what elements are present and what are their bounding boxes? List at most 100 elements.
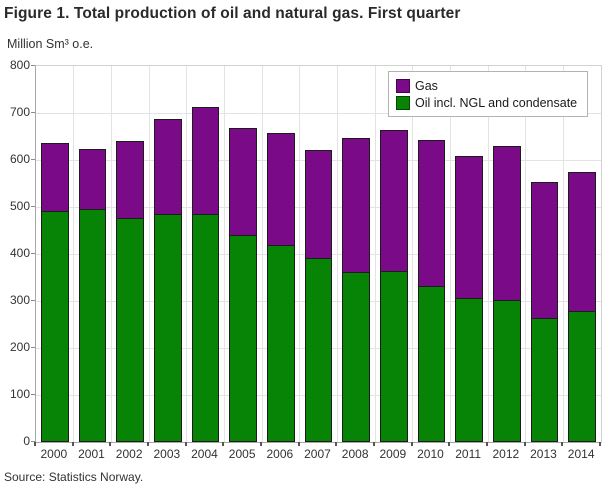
bar-segment-gas — [78, 149, 107, 211]
bar — [530, 182, 559, 442]
x-axis-label: 2014 — [567, 447, 595, 461]
y-tick — [31, 112, 35, 113]
bar-segment-gas — [304, 150, 333, 260]
y-tick — [31, 65, 35, 66]
bar-segment-oil — [417, 286, 446, 442]
x-tick — [335, 442, 338, 446]
gridline-v — [374, 66, 376, 442]
bar — [116, 141, 144, 442]
bar-segment-gas — [116, 141, 144, 220]
x-axis-label: 2004 — [191, 447, 218, 461]
x-axis-label: 2013 — [530, 447, 557, 461]
x-axis-label: 2010 — [417, 447, 444, 461]
x-axis-label: 2003 — [153, 447, 181, 461]
legend-swatch — [396, 95, 410, 110]
x-axis-label: 2011 — [455, 447, 482, 461]
bar-segment-oil — [568, 311, 596, 442]
x-axis-label: 2009 — [379, 447, 407, 461]
y-axis-label: 400 — [9, 246, 30, 260]
gridline-v — [148, 66, 150, 442]
unit-label: Million Sm³ o.e. — [7, 37, 94, 51]
gridline-v — [110, 66, 112, 442]
bar-segment-gas — [191, 106, 220, 215]
bar — [455, 156, 483, 442]
y-axis-label: 500 — [9, 199, 30, 213]
y-axis-label: 0 — [23, 434, 30, 448]
y-tick — [31, 159, 35, 160]
y-axis-label: 700 — [9, 105, 30, 119]
gridline-v — [487, 66, 489, 442]
bar-segment-gas — [455, 156, 483, 300]
bar-segment-gas — [154, 118, 182, 215]
y-tick — [31, 347, 35, 348]
x-tick — [373, 442, 375, 446]
bar — [304, 150, 333, 442]
y-tick — [31, 206, 35, 207]
x-tick — [410, 442, 413, 446]
bar — [417, 139, 446, 442]
x-tick — [184, 442, 187, 446]
y-axis-label: 800 — [9, 58, 30, 72]
gridline-v — [223, 66, 225, 442]
x-tick — [599, 442, 601, 446]
y-axis-label: 600 — [9, 152, 30, 166]
bar — [267, 133, 295, 442]
bar — [191, 106, 220, 442]
bar-segment-oil — [154, 214, 182, 442]
x-tick — [561, 442, 564, 446]
x-tick — [34, 442, 36, 446]
plot-area — [35, 65, 602, 443]
y-tick — [31, 300, 35, 301]
gridline-v — [261, 66, 263, 442]
x-tick — [448, 442, 451, 446]
x-axis-label: 2001 — [78, 447, 105, 461]
gridline-v — [299, 66, 301, 442]
gridline-v — [186, 66, 188, 442]
y-tick — [31, 441, 35, 442]
bar-segment-oil — [530, 319, 559, 442]
x-tick — [486, 442, 488, 446]
bar-segment-gas — [417, 139, 446, 287]
source-note: Source: Statistics Norway. — [4, 470, 144, 484]
gridline-v — [449, 66, 451, 442]
y-tick — [31, 253, 35, 254]
bar-segment-oil — [267, 246, 295, 442]
x-axis-label: 2007 — [304, 447, 331, 461]
y-tick — [31, 394, 35, 395]
gridline-v — [336, 66, 338, 442]
gridline-h — [36, 112, 601, 114]
bar-segment-oil — [41, 211, 69, 442]
gridline-v — [562, 66, 564, 442]
y-axis-label: 100 — [9, 387, 30, 401]
x-axis-label: 2000 — [40, 447, 68, 461]
bar — [41, 142, 69, 442]
bar — [342, 138, 370, 442]
gridline-v — [525, 66, 527, 442]
bar-segment-gas — [530, 182, 559, 320]
gridline-v — [412, 66, 414, 442]
bar-segment-oil — [191, 214, 220, 442]
bar-segment-gas — [493, 145, 521, 302]
bar — [78, 149, 107, 442]
x-axis-label: 2008 — [341, 447, 369, 461]
x-tick — [147, 442, 149, 446]
x-axis-label: 2002 — [115, 447, 143, 461]
bar-segment-oil — [493, 301, 521, 442]
x-tick — [71, 442, 74, 446]
bar-segment-gas — [568, 172, 596, 312]
gridline-v — [73, 66, 75, 442]
figure-title: Figure 1. Total production of oil and na… — [4, 5, 461, 22]
legend-item: Oil incl. NGL and condensate — [396, 94, 580, 111]
x-tick — [260, 442, 262, 446]
x-tick — [523, 442, 526, 446]
legend-item: Gas — [396, 77, 580, 94]
bar-segment-oil — [342, 272, 370, 442]
bar-segment-gas — [41, 142, 69, 212]
bar — [493, 145, 521, 442]
bar-segment-oil — [304, 259, 333, 442]
bar-segment-gas — [267, 133, 295, 247]
x-tick — [109, 442, 112, 446]
bar — [229, 127, 257, 442]
bar-segment-oil — [229, 236, 257, 442]
x-tick — [297, 442, 300, 446]
